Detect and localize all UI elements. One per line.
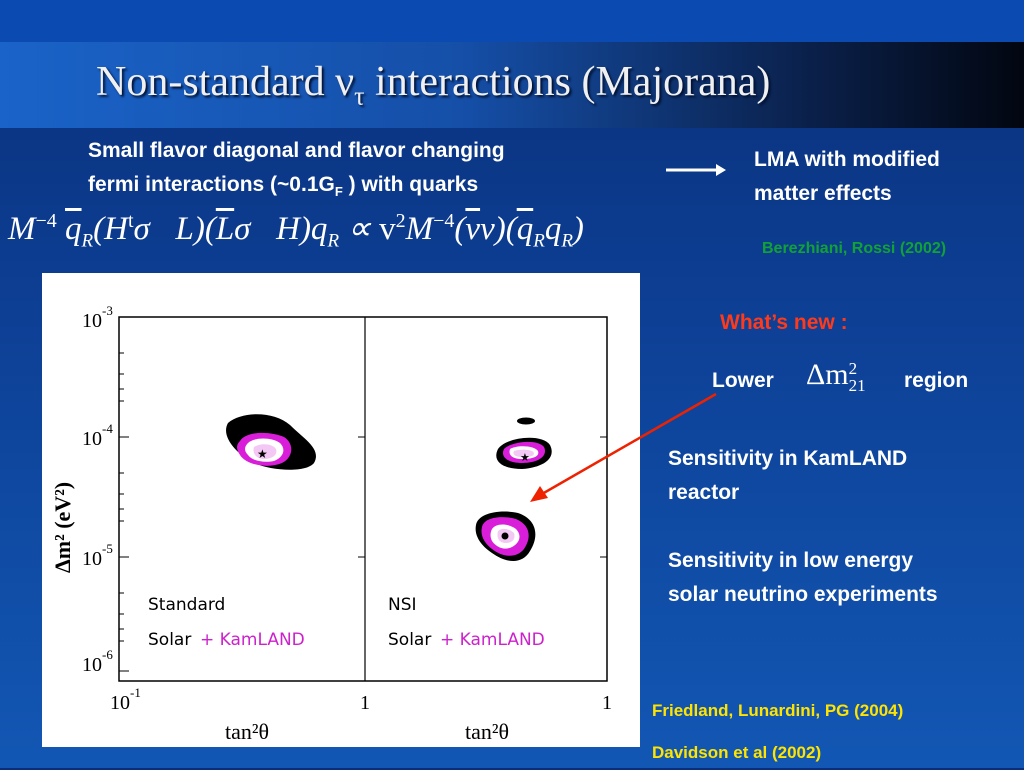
svg-text:★: ★ bbox=[520, 452, 530, 464]
lma-result-text: LMA with modified matter effects bbox=[754, 148, 940, 205]
top-band bbox=[0, 0, 1024, 42]
slide-title: Non-standard ντ interactions (Majorana) bbox=[96, 59, 771, 111]
right-arrow-icon bbox=[666, 164, 726, 176]
delta-m21-symbol: Δm2 21 bbox=[806, 358, 866, 396]
kamland-sensitivity: Sensitivity in KamLAND reactor bbox=[668, 447, 908, 504]
nsi-kamland-label: + KamLAND bbox=[440, 630, 545, 650]
x-axis-label-right: tan²θ bbox=[465, 719, 509, 744]
berezhiani-citation: Berezhiani, Rossi (2002) bbox=[762, 240, 947, 257]
standard-allowed-region: ★ bbox=[226, 414, 316, 470]
nsi-solar-label: Solar bbox=[388, 630, 431, 650]
standard-kamland-label: + KamLAND bbox=[200, 630, 305, 650]
lower-label: Lower bbox=[712, 369, 774, 392]
ytick-1e-6: 10-6 bbox=[82, 647, 113, 676]
region-label: region bbox=[904, 369, 969, 392]
ytick-1e-4: 10-4 bbox=[82, 421, 113, 450]
interaction-formula: M−4 qR(Htσ⃗L)(Lσ⃗H)qR ∝ v2M−4(νν)(qRqR) bbox=[8, 210, 584, 252]
ytick-1e-3: 10-3 bbox=[82, 303, 113, 332]
y-axis-label: Δm² (eV²) bbox=[50, 482, 75, 573]
intro-text: Small flavor diagonal and flavor changin… bbox=[88, 139, 505, 200]
solar-sensitivity: Sensitivity in low energy solar neutrino… bbox=[668, 549, 938, 606]
nsi-allowed-region-upper: ★ bbox=[496, 417, 552, 469]
standard-label: Standard bbox=[148, 595, 225, 615]
xtick-right-max: 1 bbox=[602, 692, 612, 714]
plot-frame bbox=[118, 316, 608, 682]
ytick-1e-5: 10-5 bbox=[82, 541, 113, 570]
friedland-citation: Friedland, Lunardini, PG (2004) bbox=[652, 701, 904, 720]
x-axis-label-left: tan²θ bbox=[225, 719, 269, 744]
oscillation-plot-svg: 10-3 10-4 10-5 10-6 Δm² (eV²) 10-1 1 1 t… bbox=[50, 303, 612, 744]
oscillation-plot: 10-3 10-4 10-5 10-6 Δm² (eV²) 10-1 1 1 t… bbox=[42, 273, 640, 747]
nsi-allowed-region-lower bbox=[475, 511, 536, 561]
title-bar bbox=[0, 42, 1024, 128]
nsi-label: NSI bbox=[388, 595, 417, 615]
standard-solar-label: Solar bbox=[148, 630, 191, 650]
whats-new-heading: What’s new : bbox=[720, 311, 848, 334]
xtick-left-max: 1 bbox=[360, 692, 370, 714]
pointer-arrow-icon bbox=[530, 392, 717, 502]
xtick-left-min: 10-1 bbox=[110, 685, 141, 714]
davidson-citation: Davidson et al (2002) bbox=[652, 743, 822, 762]
svg-text:★: ★ bbox=[257, 447, 268, 461]
